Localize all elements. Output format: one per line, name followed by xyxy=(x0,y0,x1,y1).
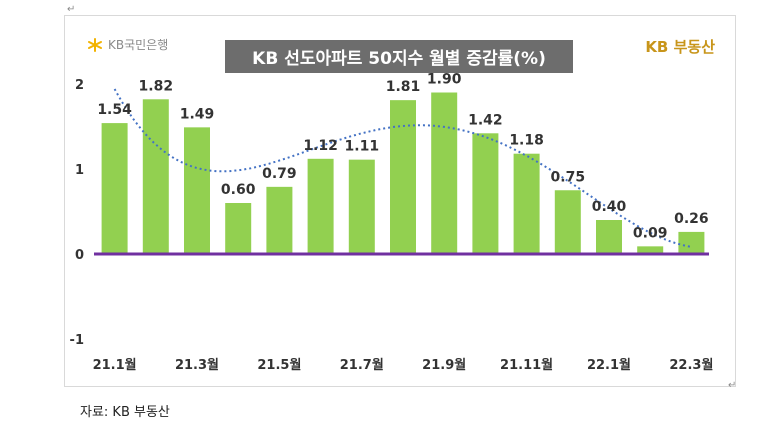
kb-realestate-logo: KB 부동산 xyxy=(645,38,715,56)
data-label: 1.49 xyxy=(180,106,215,122)
x-tick-label: 21.1월 xyxy=(93,357,137,373)
data-label: 1.54 xyxy=(97,102,132,118)
paragraph-mark: ↵ xyxy=(67,4,76,15)
y-tick-label: 0 xyxy=(75,248,84,263)
bar xyxy=(390,100,416,255)
data-label: 1.81 xyxy=(386,79,421,95)
source-note: 자료: KB 부동산 xyxy=(80,405,170,420)
data-label: 0.09 xyxy=(633,225,668,241)
data-label: 0.60 xyxy=(221,182,256,198)
x-tick-label: 22.3월 xyxy=(669,357,713,373)
data-label: 0.40 xyxy=(592,199,627,215)
y-tick-label: 2 xyxy=(75,78,84,93)
bar xyxy=(266,186,293,254)
bar xyxy=(348,159,375,254)
x-tick-label: 21.3월 xyxy=(175,357,219,373)
y-tick-label: 1 xyxy=(75,163,84,178)
chart-title: KB 선도아파트 50지수 월별 증감률(%) xyxy=(225,40,573,73)
logo-left-text: KB국민은행 xyxy=(108,38,169,52)
data-label: 0.75 xyxy=(551,169,586,185)
bar xyxy=(101,123,128,254)
data-label: 1.18 xyxy=(509,133,544,149)
y-tick-label: -1 xyxy=(70,333,84,348)
bar xyxy=(307,158,334,254)
bar xyxy=(225,203,252,254)
bar xyxy=(678,231,705,254)
bar xyxy=(472,133,499,254)
trend-line xyxy=(113,88,692,248)
data-label: 1.12 xyxy=(303,138,338,154)
x-tick-label: 21.7월 xyxy=(340,357,384,373)
bar xyxy=(513,153,540,254)
bar xyxy=(596,220,622,254)
bar xyxy=(431,92,458,254)
data-label: 1.82 xyxy=(139,78,174,94)
x-tick-label: 21.5월 xyxy=(257,357,301,373)
bar xyxy=(142,99,169,254)
bar xyxy=(554,190,581,254)
data-label: 1.11 xyxy=(345,139,380,155)
bar xyxy=(184,127,210,254)
kb-bank-logo: KB국민은행 xyxy=(87,36,168,53)
bar xyxy=(637,246,664,254)
data-label: 1.90 xyxy=(427,72,462,88)
paragraph-mark: ↵ xyxy=(728,380,737,391)
x-tick-label: 22.1월 xyxy=(587,357,631,373)
kb-star-icon xyxy=(88,37,102,52)
x-tick-label: 21.9월 xyxy=(422,357,466,373)
x-tick-label: 21.11월 xyxy=(500,357,553,373)
data-label: 1.42 xyxy=(468,112,503,128)
data-label: 0.79 xyxy=(262,166,297,182)
data-label: 0.26 xyxy=(674,211,709,227)
